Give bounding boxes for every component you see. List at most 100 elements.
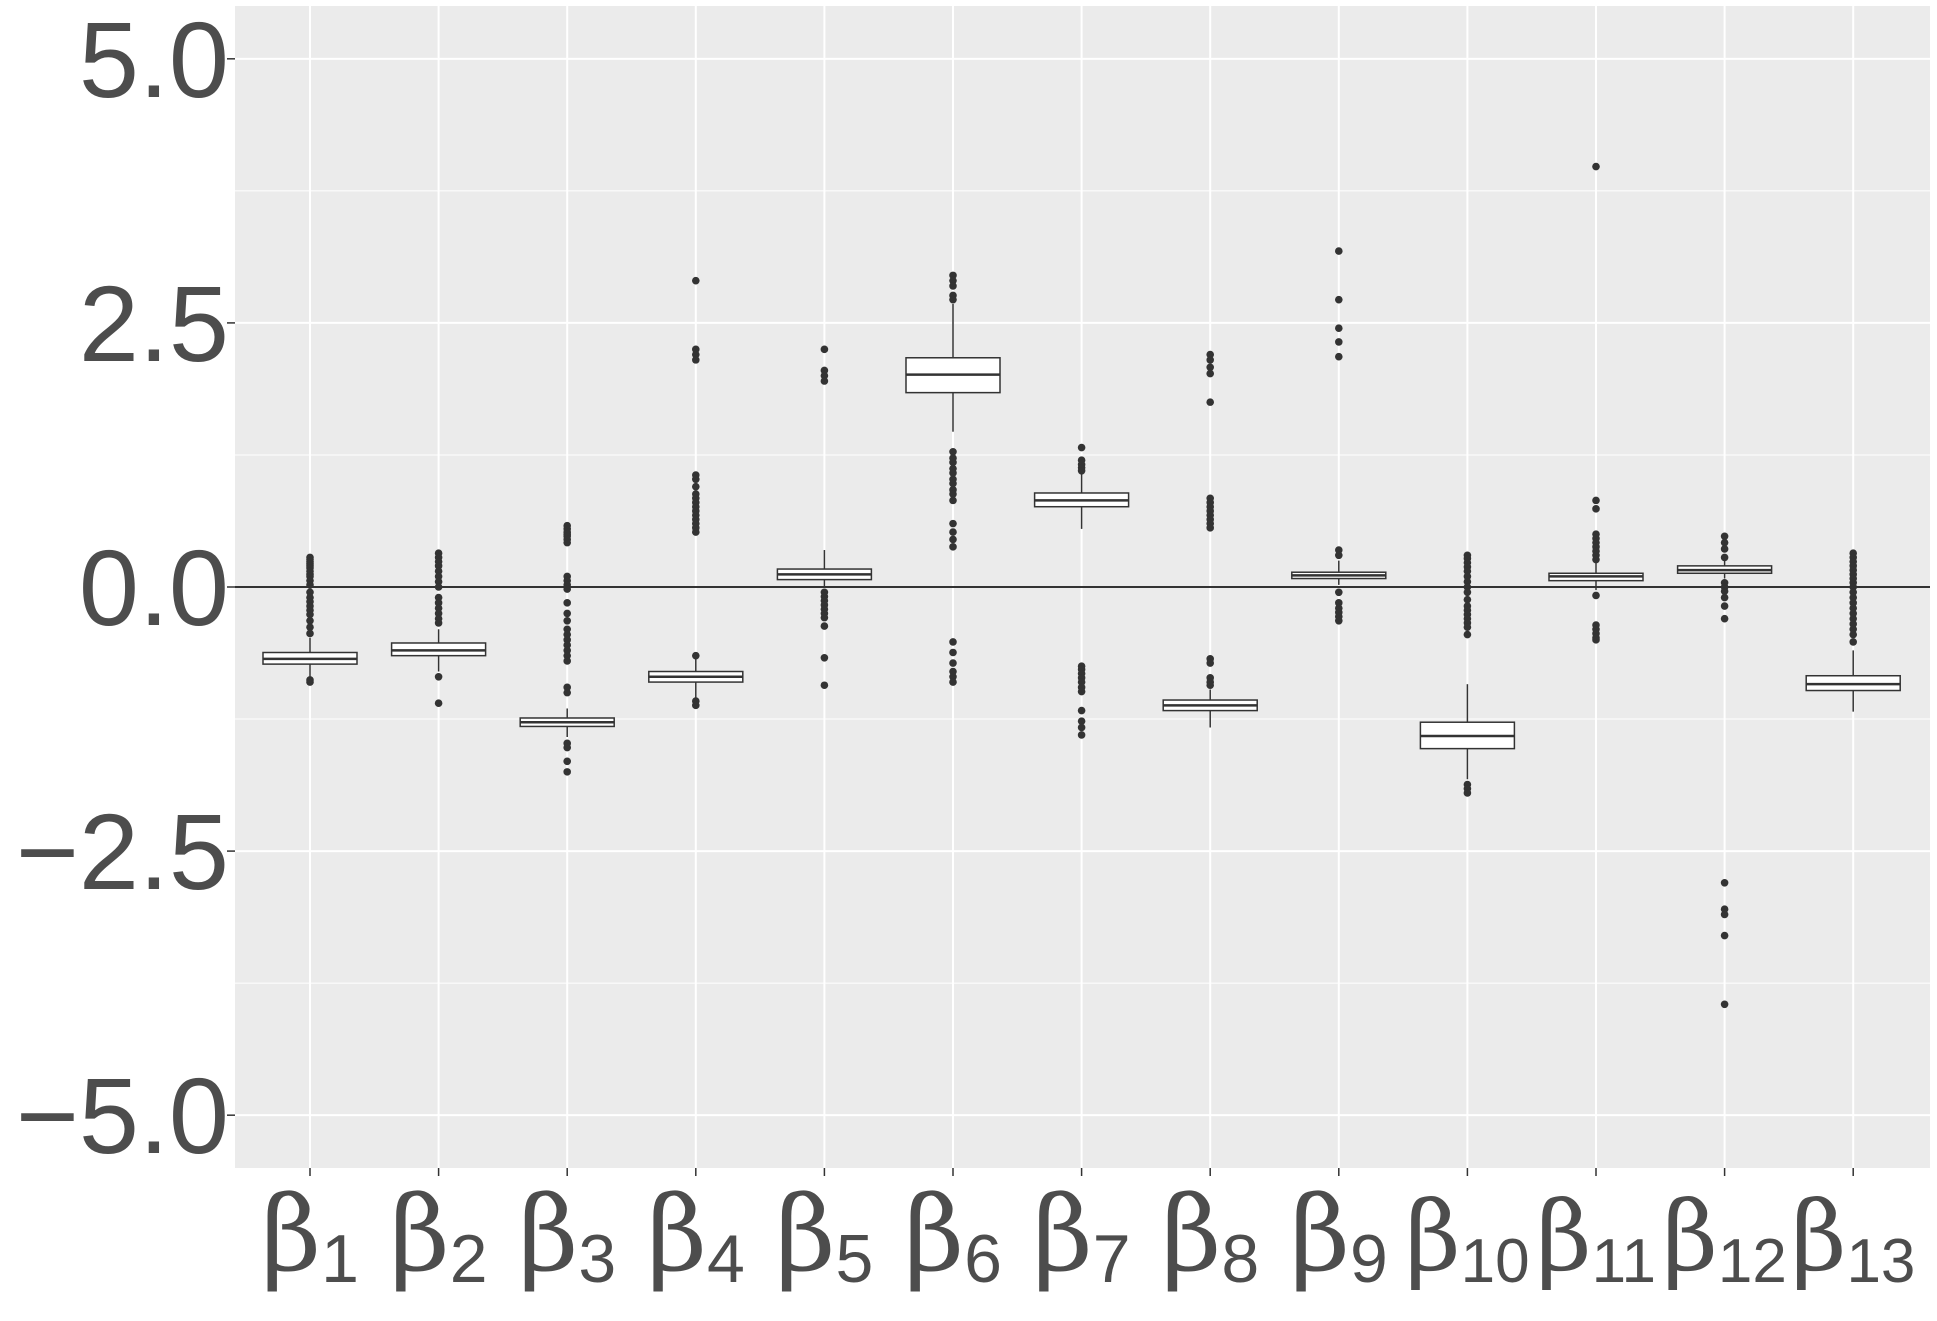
outlier-point xyxy=(434,699,443,707)
x-tick-label-beta-3: β3 xyxy=(518,1173,616,1297)
y-tick-label: −2.5 xyxy=(16,791,229,912)
x-tick-label-beta-7: β7 xyxy=(1033,1173,1131,1297)
outlier-point xyxy=(434,583,443,591)
outlier-point xyxy=(692,528,700,536)
y-tick-label: 5.0 xyxy=(79,0,229,120)
outlier-point xyxy=(1463,583,1472,591)
outlier-point xyxy=(949,479,957,488)
outlier-point xyxy=(563,538,571,547)
outlier-point xyxy=(692,345,700,354)
outlier-point xyxy=(949,447,957,456)
outlier-point xyxy=(563,768,571,776)
outlier-point xyxy=(1592,591,1600,600)
outlier-point xyxy=(434,619,443,627)
outlier-point xyxy=(563,609,571,618)
outlier-point xyxy=(563,646,571,655)
outlier-point xyxy=(306,610,314,619)
outlier-point xyxy=(949,276,957,285)
x-tick-label-beta-5: β5 xyxy=(775,1173,873,1297)
outlier-point xyxy=(306,581,314,589)
outlier-point xyxy=(563,683,571,692)
y-axis-ticks: 5.0 2.5 0.0 −2.5 −5.0 xyxy=(16,0,235,1176)
outlier-point xyxy=(1077,723,1086,732)
outlier-point xyxy=(1720,593,1729,602)
outlier-point xyxy=(1849,599,1857,607)
x-tick-label-beta-13: β13 xyxy=(1791,1181,1915,1296)
outlier-point xyxy=(434,599,443,607)
x-tick-label-beta-1: β1 xyxy=(261,1173,359,1297)
outlier-point xyxy=(563,641,571,649)
outlier-point xyxy=(1206,369,1214,378)
outlier-point xyxy=(1720,905,1729,913)
outlier-point xyxy=(1463,577,1472,586)
box-10 xyxy=(1419,551,1516,797)
outlier-point xyxy=(692,701,700,710)
outlier-point xyxy=(949,638,957,646)
outlier-point xyxy=(1849,614,1857,623)
outlier-point xyxy=(434,609,443,618)
outlier-point xyxy=(1849,593,1857,602)
box-1 xyxy=(262,553,358,686)
outlier-point xyxy=(692,475,700,484)
outlier-point xyxy=(820,345,829,354)
outlier-point xyxy=(1335,295,1343,304)
outlier-point xyxy=(949,672,957,681)
outlier-point xyxy=(949,519,957,528)
outlier-point xyxy=(1077,731,1086,739)
x-tick-label-beta-12: β12 xyxy=(1662,1181,1786,1296)
outlier-point xyxy=(1463,572,1472,581)
outlier-point xyxy=(1335,588,1343,597)
outlier-point xyxy=(1849,620,1857,628)
outlier-point xyxy=(1206,681,1214,690)
outlier-point xyxy=(1077,717,1086,725)
outlier-point xyxy=(306,617,314,625)
outlier-point xyxy=(820,377,829,385)
outlier-point xyxy=(1720,878,1729,887)
boxes xyxy=(262,162,1901,1009)
outlier-point xyxy=(949,295,957,304)
outlier-point xyxy=(949,528,957,536)
outlier-point xyxy=(563,636,571,644)
outlier-point xyxy=(949,678,957,686)
outlier-point xyxy=(949,648,957,657)
outlier-point xyxy=(1077,443,1086,452)
y-tick-label: 0.0 xyxy=(79,527,229,648)
y-tick-label: −5.0 xyxy=(16,1055,229,1176)
outlier-point xyxy=(563,630,571,639)
outlier-point xyxy=(1335,324,1343,332)
outlier-point xyxy=(563,651,571,660)
outlier-point xyxy=(1592,496,1600,505)
outlier-point xyxy=(820,613,829,622)
outlier-point xyxy=(434,577,443,586)
outlier-point xyxy=(1335,546,1343,554)
outlier-point xyxy=(1592,555,1600,564)
x-tick-label-beta-11: β11 xyxy=(1536,1181,1656,1296)
outlier-point xyxy=(820,622,829,630)
outlier-point xyxy=(1849,588,1857,597)
outlier-point xyxy=(692,276,700,285)
outlier-point xyxy=(1206,659,1214,667)
outlier-point xyxy=(563,757,571,766)
x-tick-label-beta-2: β2 xyxy=(390,1173,488,1297)
outlier-point xyxy=(563,657,571,665)
outlier-point xyxy=(1720,931,1729,940)
outlier-point xyxy=(1463,630,1472,639)
outlier-point xyxy=(1463,623,1472,631)
outlier-point xyxy=(1335,338,1343,346)
outlier-point xyxy=(434,567,443,575)
outlier-point xyxy=(1720,538,1729,547)
outlier-point xyxy=(1335,551,1343,560)
outlier-point xyxy=(949,667,957,676)
outlier-point xyxy=(1206,398,1214,406)
outlier-point xyxy=(1592,162,1600,171)
outlier-point xyxy=(820,371,829,380)
box-5 xyxy=(776,345,873,690)
x-tick-label-beta-10: β10 xyxy=(1405,1181,1529,1296)
outlier-point xyxy=(1592,636,1600,644)
outlier-point xyxy=(692,482,700,491)
outlier-point xyxy=(949,490,957,498)
outlier-point xyxy=(949,543,957,551)
outlier-point xyxy=(306,676,314,684)
outlier-point xyxy=(949,469,957,477)
outlier-point xyxy=(820,653,829,662)
